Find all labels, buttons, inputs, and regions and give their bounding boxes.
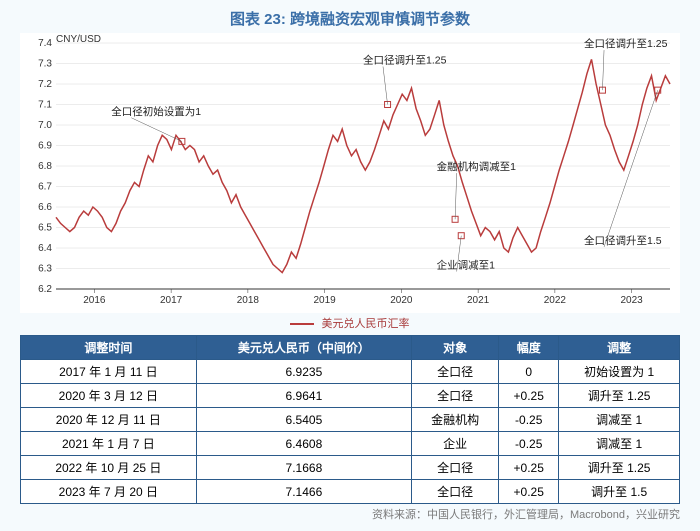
- table-cell: +0.25: [499, 384, 559, 408]
- table-header: 调整时间: [21, 336, 197, 360]
- line-chart: 6.2 6.3 6.4 6.5 6.6 6.7 6.8 6.9 7.0 7.1 7.2 7.3 7.4 C…: [20, 33, 680, 313]
- svg-text:全口径调升至1.25: 全口径调升至1.25: [363, 54, 447, 67]
- table-cell: 调升至 1.25: [559, 456, 680, 480]
- svg-text:6.5: 6.5: [38, 223, 52, 234]
- table-cell: 2017 年 1 月 11 日: [21, 360, 197, 384]
- table-cell: 2020 年 12 月 11 日: [21, 408, 197, 432]
- table-row: 2021 年 1 月 7 日6.4608企业-0.25调减至 1: [21, 432, 680, 456]
- svg-text:2021: 2021: [467, 295, 490, 306]
- svg-text:7.0: 7.0: [38, 120, 52, 131]
- svg-text:企业调减至1: 企业调减至1: [437, 259, 495, 272]
- table-cell: 全口径: [412, 360, 499, 384]
- svg-text:2019: 2019: [314, 295, 337, 306]
- svg-text:6.9: 6.9: [38, 141, 52, 152]
- table-cell: 7.1668: [196, 456, 411, 480]
- svg-text:全口径调升至1.5: 全口径调升至1.5: [584, 234, 662, 247]
- table-cell: 0: [499, 360, 559, 384]
- table-cell: -0.25: [499, 408, 559, 432]
- table-cell: 初始设置为 1: [559, 360, 680, 384]
- svg-text:2018: 2018: [237, 295, 260, 306]
- svg-text:CNY/USD: CNY/USD: [56, 34, 101, 45]
- svg-text:全口径调升至1.25: 全口径调升至1.25: [584, 37, 668, 50]
- table-cell: 全口径: [412, 456, 499, 480]
- table-cell: 2022 年 10 月 25 日: [21, 456, 197, 480]
- table-row: 2017 年 1 月 11 日6.9235全口径0初始设置为 1: [21, 360, 680, 384]
- table-cell: 全口径: [412, 384, 499, 408]
- table-cell: 全口径: [412, 480, 499, 504]
- svg-text:2023: 2023: [621, 295, 644, 306]
- chart-title: 图表 23: 跨境融资宏观审慎调节参数: [20, 8, 680, 29]
- legend-label: 美元兑人民币汇率: [322, 318, 410, 330]
- svg-text:2022: 2022: [544, 295, 567, 306]
- svg-text:2017: 2017: [160, 295, 183, 306]
- table-cell: 企业: [412, 432, 499, 456]
- legend: 美元兑人民币汇率: [20, 315, 680, 331]
- table-cell: +0.25: [499, 456, 559, 480]
- table-cell: 2020 年 3 月 12 日: [21, 384, 197, 408]
- table-cell: -0.25: [499, 432, 559, 456]
- legend-swatch: [290, 323, 314, 325]
- svg-text:6.7: 6.7: [38, 182, 52, 193]
- table-cell: 调升至 1.5: [559, 480, 680, 504]
- svg-text:7.3: 7.3: [38, 59, 52, 70]
- table-header: 对象: [412, 336, 499, 360]
- svg-text:7.4: 7.4: [38, 38, 52, 49]
- svg-text:7.2: 7.2: [38, 79, 52, 90]
- svg-text:6.6: 6.6: [38, 202, 52, 213]
- table-row: 2023 年 7 月 20 日7.1466全口径+0.25调升至 1.5: [21, 480, 680, 504]
- svg-text:2020: 2020: [390, 295, 413, 306]
- table-cell: 2023 年 7 月 20 日: [21, 480, 197, 504]
- table-cell: 6.5405: [196, 408, 411, 432]
- adjustment-table: 调整时间美元兑人民币（中间价）对象幅度调整 2017 年 1 月 11 日6.9…: [20, 335, 680, 504]
- table-cell: +0.25: [499, 480, 559, 504]
- svg-text:6.2: 6.2: [38, 284, 52, 295]
- svg-text:2016: 2016: [83, 295, 106, 306]
- svg-text:金融机构调减至1: 金融机构调减至1: [437, 160, 516, 173]
- figure-container: 图表 23: 跨境融资宏观审慎调节参数 6.26.36.46.56.66.76.…: [0, 0, 700, 531]
- table-cell: 6.4608: [196, 432, 411, 456]
- source-line: 资料来源：中国人民银行，外汇管理局，Macrobond，兴业研究: [20, 506, 680, 522]
- svg-text:7.1: 7.1: [38, 100, 52, 111]
- svg-text:6.4: 6.4: [38, 243, 52, 254]
- table-row: 2020 年 3 月 12 日6.9641全口径+0.25调升至 1.25: [21, 384, 680, 408]
- svg-text:6.3: 6.3: [38, 264, 52, 275]
- table-cell: 6.9235: [196, 360, 411, 384]
- table-header: 幅度: [499, 336, 559, 360]
- table-cell: 7.1466: [196, 480, 411, 504]
- table-cell: 2021 年 1 月 7 日: [21, 432, 197, 456]
- table-cell: 金融机构: [412, 408, 499, 432]
- table-cell: 6.9641: [196, 384, 411, 408]
- table-cell: 调减至 1: [559, 408, 680, 432]
- chart-svg: 6.2 6.3 6.4 6.5 6.6 6.7 6.8 6.9 7.0 7.1 7.2 7.3 7.4 C…: [20, 33, 680, 313]
- table-header: 美元兑人民币（中间价）: [196, 336, 411, 360]
- svg-text:全口径初始设置为1: 全口径初始设置为1: [111, 105, 201, 118]
- table-cell: 调升至 1.25: [559, 384, 680, 408]
- table-header: 调整: [559, 336, 680, 360]
- svg-text:6.8: 6.8: [38, 161, 52, 172]
- table-row: 2022 年 10 月 25 日7.1668全口径+0.25调升至 1.25: [21, 456, 680, 480]
- table-row: 2020 年 12 月 11 日6.5405金融机构-0.25调减至 1: [21, 408, 680, 432]
- table-cell: 调减至 1: [559, 432, 680, 456]
